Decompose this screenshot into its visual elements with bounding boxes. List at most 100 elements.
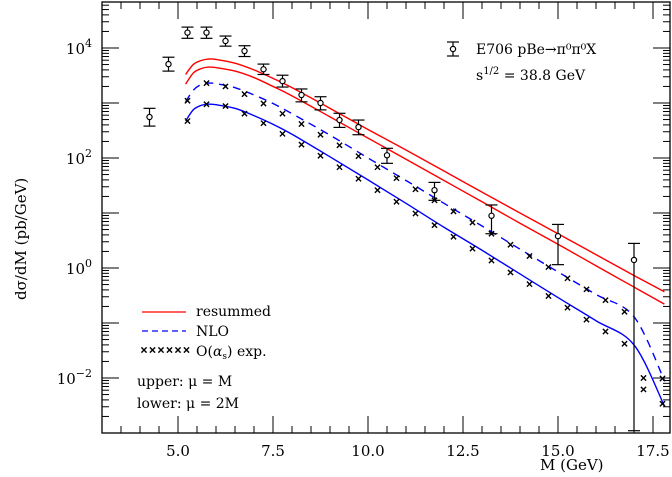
data-point — [352, 119, 365, 136]
legend-nlo-label: NLO — [196, 324, 229, 340]
x-marker — [564, 304, 571, 311]
data-point — [200, 26, 213, 39]
x-marker — [583, 286, 590, 293]
x-markers — [184, 80, 666, 407]
x-marker — [279, 110, 286, 117]
x-marker — [260, 120, 267, 127]
scale-upper-label: upper: μ = M — [137, 374, 232, 390]
x-marker — [298, 120, 305, 128]
x-marker — [393, 175, 400, 182]
x-marker — [222, 83, 229, 90]
y-axis-label: dσ/dM (pb/GeV) — [12, 178, 30, 300]
curve-nlo-m- — [185, 82, 666, 381]
x-marker — [149, 346, 156, 354]
x-tick-label: 17.5 — [636, 442, 669, 460]
experimental-data-points — [143, 26, 640, 432]
x-tick-label: 15.0 — [541, 442, 574, 460]
x-marker — [184, 117, 191, 125]
data-point-legend-icon — [447, 41, 459, 57]
curve-nlo-2m- — [185, 103, 666, 407]
data-point — [295, 88, 308, 103]
x-marker — [393, 198, 400, 205]
x-axis-label: M (GeV) — [540, 456, 604, 474]
x-marker — [260, 100, 267, 107]
data-point — [238, 45, 251, 58]
x-marker — [545, 292, 552, 300]
x-marker — [659, 400, 666, 407]
x-marker — [507, 269, 514, 276]
curve-legend: resummed NLO O(αs) exp. upper: μ = M low… — [137, 304, 271, 412]
x-marker — [355, 175, 362, 182]
x-marker — [203, 101, 210, 108]
data-point — [485, 204, 498, 235]
x-marker — [374, 164, 381, 171]
data-point — [181, 26, 194, 39]
axis-ticks — [102, 2, 670, 434]
scale-lower-label: lower: μ = 2M — [137, 396, 239, 412]
x-marker — [545, 263, 552, 271]
data-point — [552, 223, 564, 266]
plot-frame — [101, 1, 671, 434]
x-marker — [507, 241, 514, 248]
x-marker — [602, 328, 609, 335]
x-tick-label: 10.0 — [351, 442, 384, 460]
x-marker — [412, 186, 419, 193]
x-marker — [222, 102, 229, 110]
data-point — [143, 107, 156, 127]
x-marker — [469, 245, 476, 252]
x-marker — [583, 316, 590, 323]
curve-resummed-m- — [185, 58, 665, 293]
x-marker — [336, 164, 343, 171]
data-point — [333, 112, 346, 129]
x-marker — [241, 110, 248, 117]
x-marker — [621, 308, 628, 315]
x-marker — [526, 252, 533, 260]
x-marker — [140, 346, 148, 354]
x-marker — [564, 275, 571, 282]
x-marker — [374, 187, 381, 194]
legend-x-markers-swatch — [140, 346, 190, 354]
x-marker — [298, 141, 305, 148]
experiment-label: E706 pBe→π⁰π⁰X — [476, 42, 596, 58]
x-marker — [174, 346, 182, 354]
x-marker — [450, 233, 457, 240]
x-marker — [336, 142, 343, 149]
x-tick-label: 12.5 — [446, 442, 479, 460]
data-point — [257, 63, 270, 76]
y-tick-label: 10−2 — [57, 367, 92, 388]
data-point — [276, 74, 289, 88]
curve-resummed-2m- — [185, 66, 665, 305]
y-tick-label: 100 — [66, 257, 92, 278]
legend-resummed-label: resummed — [196, 304, 271, 320]
x-marker — [317, 152, 324, 159]
data-legend: E706 pBe→π⁰π⁰X s1/2 = 38.8 GeV — [447, 41, 596, 84]
x-marker — [640, 374, 647, 382]
x-marker — [166, 346, 173, 354]
axis-tick-labels: 5.0 7.5 10.0 12.5 15.0 17.5 104 102 100 10−2 — [57, 37, 670, 460]
x-marker — [279, 130, 286, 137]
x-marker — [412, 210, 419, 217]
data-point — [219, 35, 232, 47]
x-marker — [659, 375, 666, 382]
x-marker — [203, 80, 210, 87]
x-tick-label: 5.0 — [166, 442, 190, 460]
x-marker — [355, 153, 362, 160]
data-point — [314, 96, 327, 111]
data-point — [381, 147, 393, 164]
y-tick-label: 104 — [66, 37, 92, 58]
x-marker — [157, 346, 165, 354]
x-marker — [431, 222, 438, 229]
x-marker — [317, 131, 324, 138]
x-marker — [469, 219, 476, 226]
data-point — [628, 242, 640, 432]
y-tick-label: 102 — [66, 147, 92, 168]
x-marker — [526, 280, 533, 288]
x-marker — [640, 386, 647, 393]
data-point — [162, 56, 175, 72]
x-marker — [241, 91, 248, 98]
x-tick-label: 7.5 — [261, 442, 285, 460]
energy-label: s1/2 = 38.8 GeV — [476, 66, 586, 84]
x-marker — [488, 257, 495, 264]
legend-alpha-label: O(αs) exp. — [196, 344, 267, 362]
